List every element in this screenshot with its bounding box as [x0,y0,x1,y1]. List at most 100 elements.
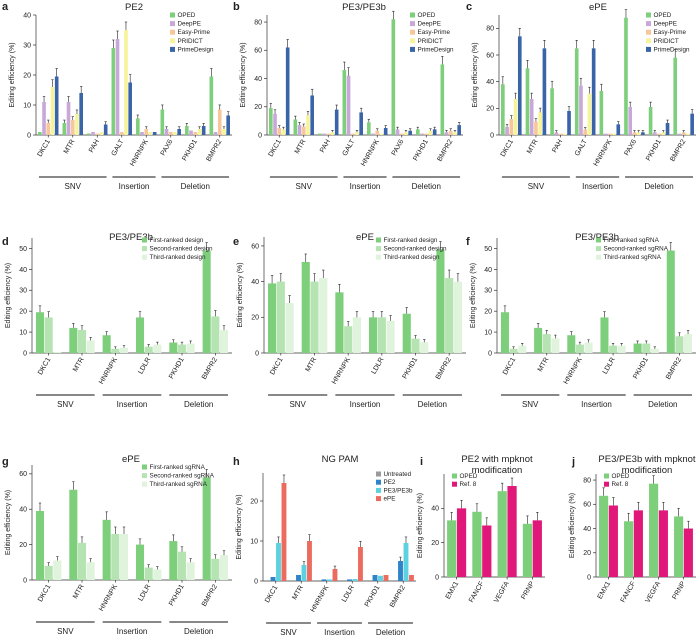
panel-letter: i [420,456,423,468]
bar [377,317,386,353]
bar [386,320,395,353]
bar [219,330,229,353]
x-tick-label: PKHD1 [168,356,186,380]
bar [344,326,353,353]
panel-title: PE3/PE3b with mpknot [598,454,696,465]
bar [445,278,454,353]
bar [403,543,409,581]
bar [316,580,321,581]
bar [53,351,62,353]
x-tick-label: HNRNPK [563,356,584,385]
x-tick-label: HNRNPK [360,138,381,167]
bar [608,505,618,577]
x-tick-label: DKC1 [37,356,52,376]
panel-letter: h [233,456,240,468]
y-tick-label: 20 [486,106,494,113]
y-tick-label: 60 [254,48,262,55]
y-tick-label: 60 [583,502,591,509]
legend-label: DeepPE [654,21,677,28]
bar [46,123,51,135]
y-tick-label: 10 [19,329,27,336]
y-tick-label: 10 [484,329,492,336]
x-tick-label: HNRNPK [331,356,352,385]
bar [211,558,220,580]
legend-swatch [170,21,175,27]
x-tick-label: PKHD1 [412,138,430,162]
bar [404,132,408,135]
bar [319,278,328,353]
legend-label: Ref. 8 [460,481,477,488]
bar [522,523,533,577]
x-tick-label: PAX6 [160,138,175,157]
group-label: Insertion [581,400,612,409]
legend-label: Easy-Prime [418,29,451,36]
panel-letter: d [2,236,9,248]
x-tick-label: DKC1 [37,138,52,158]
y-tick-label: 10 [250,538,258,545]
bar [135,544,145,580]
x-tick-label: DKC1 [37,583,52,603]
bar [35,312,45,353]
y-tick-label: 40 [19,267,27,274]
bar [447,520,457,577]
bar [632,132,637,135]
bar [591,48,596,136]
bar [285,47,290,135]
legend-label: Untreated [384,471,412,478]
legend-swatch [142,237,147,243]
bar [661,132,666,135]
panel-title: PE3/PE3b [342,2,386,13]
x-tick-label: BMPR2 [389,584,407,608]
panel-letter: c [466,1,472,13]
x-tick-label: BMPR2 [201,583,219,607]
bar [346,75,351,135]
bar [690,113,694,135]
bar [293,119,298,135]
x-tick-label: VEGFA [493,580,511,604]
x-tick-label: HNRNPK [98,356,119,385]
legend-swatch [376,471,381,477]
legend-swatch [646,46,651,52]
x-tick-label: VEGFA [644,580,662,604]
y-axis-label: Editing efficiency (%) [9,42,16,107]
legend-swatch [452,473,457,479]
bar [395,129,400,135]
y-tick-label: 0 [23,350,27,357]
x-tick-label: PKHD1 [181,138,199,162]
panel-letter: j [571,456,575,468]
legend-swatch [142,481,147,487]
y-tick-label: 40 [484,267,492,274]
legend-swatch [596,246,601,252]
y-axis-label: Editing efficiency (%) [237,262,244,327]
bar [335,292,344,353]
panel-title: PE3/PE3b [109,232,153,243]
bar [534,121,538,135]
y-tick-label: 60 [251,243,259,250]
bar [265,580,270,581]
y-tick-label: 0 [587,574,591,581]
x-tick-label: LDLR [137,584,152,603]
bar [111,48,116,135]
y-tick-label: 0 [254,578,258,585]
bar [505,127,509,135]
y-tick-label: 40 [431,506,439,513]
legend-swatch [142,254,147,260]
bar [444,132,449,135]
x-tick-label: PKHD1 [364,584,382,608]
y-tick-label: 0 [255,350,259,357]
x-tick-label: PAX6 [623,138,638,157]
group-label: Deletion [181,182,210,191]
bar [128,82,132,135]
bar [641,132,645,135]
legend-swatch [170,38,175,44]
panel-title: NG PAM [322,454,359,465]
group-label: Insertion [324,628,355,637]
y-tick-label: 50 [19,246,27,253]
bar [472,511,482,577]
bar [587,93,592,135]
bar [532,520,542,577]
y-axis-label: Editing efficiency (%) [236,494,243,559]
legend-swatch [646,12,651,18]
bar [135,317,145,353]
bar [186,343,195,353]
